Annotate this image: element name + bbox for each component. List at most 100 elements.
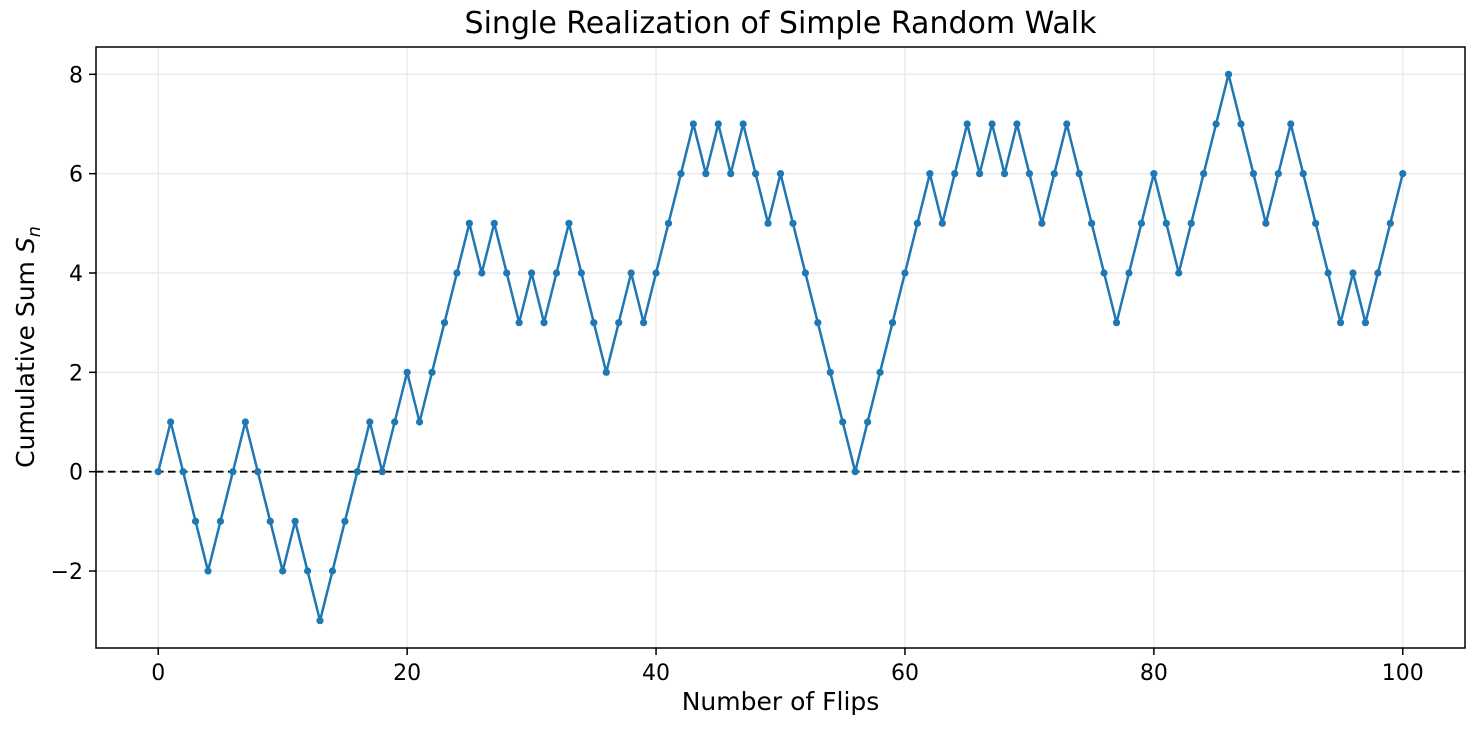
walk-data-point [1336,319,1345,327]
walk-data-point [801,269,809,277]
walk-data-point [839,418,847,426]
walk-data-point [1038,219,1046,227]
walk-data-point [266,517,274,525]
walk-data-point [689,120,697,128]
walk-data-point [926,170,934,178]
walk-data-point [254,468,262,476]
walk-data-point [453,269,461,277]
walk-data-point [316,617,324,625]
y-axis-label-text: Cumulative Sum [11,253,40,468]
walk-data-point [428,368,436,376]
walk-data-point [391,418,399,426]
walk-data-point [1175,269,1183,277]
y-tick-label: 6 [69,163,83,188]
walk-data-point [167,418,175,426]
y-tick-label: 4 [69,262,83,287]
walk-data-point [963,120,971,128]
walk-data-point [702,170,710,178]
walk-data-point [677,170,685,178]
walk-data-point [590,319,598,327]
walk-data-point [341,517,349,525]
walk-data-point [1063,120,1071,128]
walk-data-point [1075,170,1083,178]
walk-data-point [204,567,212,575]
x-tick-label: 20 [393,661,421,686]
walk-data-point [1361,319,1370,327]
walk-data-point [951,170,959,178]
walk-data-point [1324,269,1332,277]
walk-data-point [154,468,162,476]
walk-data-point [1050,170,1058,178]
walk-data-point [976,170,984,178]
walk-data-point [789,219,797,227]
walk-data-point [615,319,623,327]
walk-data-point [503,269,511,277]
walk-data-point [291,517,299,525]
walk-data-point [1249,170,1258,178]
y-axis-label: Cumulative Sum Sn [11,226,45,468]
x-tick-label: 100 [1382,661,1424,686]
walk-data-point [1287,120,1295,128]
walk-data-point [552,269,561,277]
walk-data-point [279,567,287,575]
walk-data-point [241,418,249,426]
walk-data-point [1112,319,1121,327]
x-axis-label: Number of Flips [681,687,880,716]
walk-line [156,73,1405,622]
walk-data-point [1312,219,1320,227]
walk-data-point [353,468,361,476]
walk-data-point [602,368,610,376]
walk-data-point [1386,219,1394,227]
tick-marks [89,73,1404,655]
walk-data-point [1349,269,1357,277]
walk-data-point [1100,269,1108,277]
y-tick-label: 0 [69,461,83,486]
x-tick-label: 0 [151,661,165,686]
walk-data-point [1212,120,1220,128]
walk-data-point [303,567,312,575]
walk-data-point [1224,70,1233,78]
walk-data-point [1262,219,1270,227]
walk-data-point [851,468,859,476]
walk-data-point [515,319,523,327]
walk-data-point [1013,120,1021,128]
walk-data-point [577,269,585,277]
walk-data-point [1162,219,1170,227]
walk-data-point [1399,170,1407,178]
walk-data-point [652,269,660,277]
walk-data-point [191,517,200,525]
walk-data-point [1274,170,1282,178]
walk-data-point [640,319,648,327]
walk-data-point [366,418,374,426]
walk-data-point [901,269,909,277]
walk-data-point [465,219,473,227]
walk-data-point [229,468,237,476]
walk-data-point [864,418,872,426]
walk-data-point [627,269,635,277]
walk-data-point [540,319,548,327]
walk-data-point [328,567,337,575]
x-tick-label: 40 [642,661,670,686]
walk-data-point [988,120,996,128]
walk-data-point [1374,269,1382,277]
y-tick-label: 2 [69,361,83,386]
walk-data-point [378,468,386,476]
y-tick-label: −2 [51,560,83,585]
walk-data-point [1237,120,1245,128]
walk-data-point [415,418,424,426]
walk-data-point [876,368,884,376]
tick-labels: 0 20 40 60 80 100 −2 0 2 4 6 8 [51,63,1424,686]
walk-data-point [403,368,411,376]
walk-data-point [1125,269,1133,277]
y-tick-label: 8 [69,63,83,88]
walk-data-point [478,269,486,277]
walk-data-point [714,120,722,128]
walk-data-point [727,170,735,178]
x-tick-label: 60 [891,661,919,686]
walk-data-point [565,219,573,227]
walk-data-point [1299,170,1307,178]
walk-data-point [1187,219,1195,227]
walk-data-point [664,219,673,227]
